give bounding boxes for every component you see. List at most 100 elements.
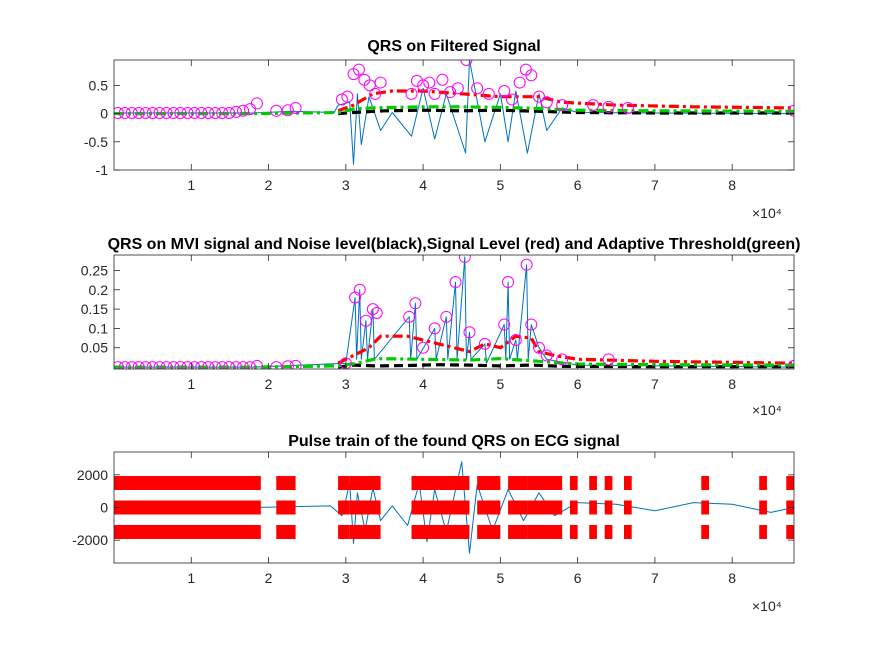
qrs-marker (167, 361, 180, 369)
qrs-marker (335, 93, 348, 106)
qrs-marker (125, 107, 138, 120)
qrs-marker (114, 361, 124, 369)
qrs-marker (289, 359, 302, 369)
x-tick-label: 7 (651, 177, 659, 193)
qrs-marker (188, 107, 201, 120)
qrs-marker (533, 90, 545, 103)
y-tick-label: 0.25 (81, 262, 108, 278)
pulse-bar (527, 476, 563, 491)
pulse-bar (759, 476, 767, 491)
pulse-bar (276, 524, 296, 539)
qrs-marker (244, 361, 256, 369)
pulse-bar (786, 524, 794, 539)
qrs-marker (423, 76, 436, 89)
qrs-marker (498, 318, 511, 331)
qrs-marker (366, 303, 379, 316)
pulse-bar (411, 476, 470, 491)
x-tick-label: 4 (419, 570, 427, 586)
pulse-bar (759, 500, 767, 515)
qrs-marker (125, 361, 138, 369)
qrs-marker (289, 101, 302, 114)
y-tick-label: 0.05 (81, 340, 108, 356)
plot-area: 1 2 3 4 5 6 7 8 0.05 0.1 0.15 0.2 0.25 (81, 254, 795, 392)
qrs-marker (139, 107, 152, 120)
qrs-marker (174, 107, 187, 120)
qrs-marker (520, 258, 533, 271)
qrs-marker (153, 107, 166, 120)
qrs-marker (160, 361, 173, 369)
pulse-bar (604, 524, 613, 539)
series-signal-level (337, 334, 794, 365)
pulse-bar (338, 500, 350, 515)
pulse-bar (477, 524, 501, 539)
qrs-marker (359, 314, 372, 327)
pulse-bar (624, 476, 632, 491)
qrs-marker (513, 76, 526, 89)
pulse-bar (114, 476, 261, 491)
qrs-marker (114, 107, 124, 120)
x-tick-label: 2 (265, 570, 273, 586)
pulse-bar (624, 500, 632, 515)
qrs-marker (237, 361, 250, 369)
y-tick-label: -0.5 (84, 134, 108, 150)
chart-title: Pulse train of the found QRS on ECG sign… (288, 433, 620, 450)
qrs-marker (352, 63, 365, 76)
x-tick-label: 3 (342, 376, 350, 392)
y-tick-label: -1 (96, 162, 109, 178)
qrs-marker (195, 361, 208, 369)
qrs-marker (533, 341, 545, 354)
qrs-marker (223, 107, 236, 120)
qrs-marker (482, 87, 495, 100)
qrs-marker (556, 99, 569, 112)
qrs-marker (556, 353, 569, 366)
subplot-mvi-signal: QRS on MVI signal and Noise level(black)… (81, 236, 801, 418)
qrs-marker (369, 87, 382, 100)
qrs-marker (167, 107, 180, 120)
y-tick-label: 2000 (77, 467, 108, 483)
pulse-bar (527, 524, 563, 539)
qrs-marker (216, 361, 229, 369)
qrs-marker (209, 361, 222, 369)
qrs-marker (281, 104, 294, 117)
qrs-marker (463, 326, 476, 339)
axes-box (113, 59, 795, 171)
x-tick-label: 5 (496, 177, 504, 193)
qrs-marker (230, 105, 243, 118)
qrs-marker (146, 361, 159, 369)
pulse-bar (114, 500, 261, 515)
qrs-marker (602, 100, 615, 113)
qrs-marker (417, 341, 430, 354)
qrs-marker (509, 334, 522, 347)
pulse-bar (527, 500, 563, 515)
qrs-marker (505, 93, 518, 106)
x-tick-label: 6 (574, 570, 582, 586)
pulse-bar (701, 500, 709, 515)
x-tick-label: 4 (419, 376, 427, 392)
x-tick-label: 3 (342, 177, 350, 193)
x-tick-label: 4 (419, 177, 427, 193)
chart-title: QRS on MVI signal and Noise level(black)… (108, 236, 801, 253)
pulse-bar (508, 476, 528, 491)
qrs-marker (341, 90, 354, 103)
plot-contents (114, 461, 794, 554)
plot-area: 1 2 3 4 5 6 7 8 -1 -0.5 0 0.5 (84, 59, 795, 193)
x-exponent-label: ×10⁴ (752, 598, 782, 614)
x-tick-label: 7 (651, 376, 659, 392)
subplot-filtered-signal: QRS on Filtered Signal 1 2 3 4 5 6 7 8 -1 -0.5 0 0.… (84, 38, 795, 221)
pulse-bar (338, 524, 350, 539)
pulse-bar (589, 476, 597, 491)
pulse-bar (349, 476, 381, 491)
qrs-marker (428, 322, 441, 335)
y-tick-label: 0.1 (89, 320, 109, 336)
pulse-bar (349, 524, 381, 539)
qrs-marker (471, 82, 484, 95)
qrs-marker (281, 360, 294, 369)
qrs-marker (118, 361, 131, 369)
qrs-marker (403, 310, 416, 323)
x-tick-label: 7 (651, 570, 659, 586)
pulse-bar (786, 476, 794, 491)
qrs-marker (444, 86, 457, 99)
qrs-marker (478, 337, 491, 350)
x-tick-label: 3 (342, 570, 350, 586)
plot-area: 1 2 3 4 5 6 7 8 -2000 0 2000 (72, 451, 795, 586)
